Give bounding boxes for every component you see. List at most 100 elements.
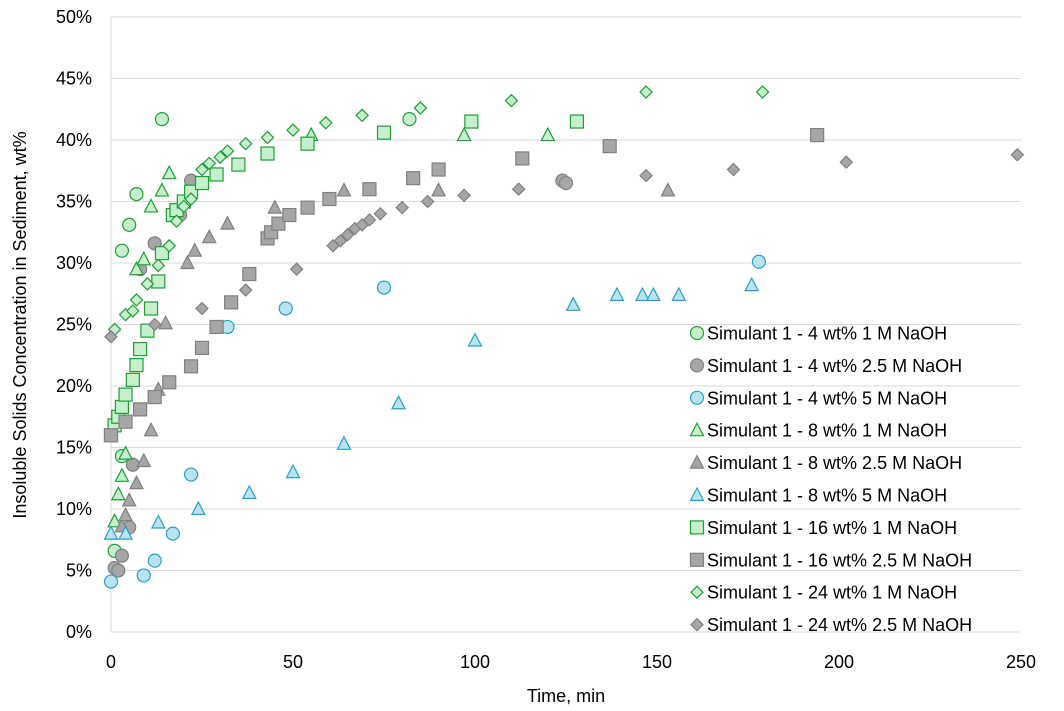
legend-entry: Simulant 1 - 4 wt% 2.5 M NaOH (689, 356, 962, 376)
data-point (140, 277, 155, 291)
data-point (602, 139, 617, 154)
data-point (129, 357, 144, 373)
data-point (129, 187, 144, 202)
y-tick-label: 35% (56, 192, 92, 212)
data-point (176, 199, 191, 214)
data-point (195, 301, 209, 316)
y-tick-label: 40% (56, 130, 92, 150)
data-point (147, 317, 162, 332)
data-point (213, 150, 228, 165)
data-point (231, 157, 246, 172)
data-point (103, 525, 119, 540)
data-point (169, 214, 184, 229)
data-point (183, 467, 199, 482)
data-point (569, 114, 585, 129)
data-point (136, 568, 151, 583)
data-point (128, 474, 144, 490)
data-point (190, 500, 206, 516)
data-point (300, 136, 315, 151)
legend-marker (689, 325, 705, 341)
data-point (121, 492, 137, 507)
data-point (286, 123, 300, 138)
data-point (133, 342, 148, 357)
data-point (322, 191, 337, 207)
data-point (456, 126, 472, 142)
legend-marker (689, 454, 705, 469)
series-8 (103, 127, 825, 443)
data-point (125, 372, 140, 387)
legend-marker (690, 617, 704, 632)
data-point (645, 286, 661, 302)
data-point (420, 194, 435, 209)
data-point (278, 301, 293, 316)
legend-entry: Simulant 1 - 8 wt% 1 M NaOH (689, 421, 947, 441)
data-point (376, 125, 392, 140)
x-axis-title: Time, min (527, 686, 605, 706)
data-point (125, 457, 140, 472)
legend-entry: Simulant 1 - 16 wt% 1 M NaOH (689, 518, 957, 538)
series-7 (103, 114, 585, 443)
x-tick-label: 100 (460, 652, 490, 672)
data-point (467, 332, 483, 347)
data-point (103, 574, 119, 589)
data-point (140, 323, 155, 338)
legend-entry: Simulant 1 - 24 wt% 2.5 M NaOH (690, 615, 972, 635)
data-point (285, 463, 301, 479)
data-point (136, 251, 152, 266)
data-point (151, 274, 166, 289)
legend-label: Simulant 1 - 8 wt% 2.5 M NaOH (707, 453, 962, 473)
data-point (355, 108, 370, 123)
data-point (726, 162, 741, 177)
data-point (241, 484, 257, 500)
data-point (267, 199, 283, 214)
data-point (220, 144, 235, 158)
data-point (224, 295, 239, 310)
data-point (201, 228, 217, 244)
x-tick-label: 50 (283, 652, 303, 672)
data-point (151, 258, 166, 273)
legend-marker (689, 358, 705, 373)
data-point (373, 206, 388, 221)
series-10 (104, 147, 1025, 344)
legend-entry: Simulant 1 - 8 wt% 2.5 M NaOH (689, 453, 962, 473)
data-point (671, 286, 687, 302)
data-point (464, 114, 479, 129)
y-tick-label: 5% (66, 561, 92, 581)
series-5 (114, 182, 676, 533)
data-point (406, 171, 421, 186)
data-point (184, 192, 198, 206)
data-point (609, 286, 625, 302)
legend-entry: Simulant 1 - 4 wt% 5 M NaOH (689, 388, 947, 408)
x-tick-label: 0 (106, 652, 116, 672)
data-point (110, 485, 126, 501)
data-point (118, 506, 134, 522)
legend-label: Simulant 1 - 16 wt% 2.5 M NaOH (707, 550, 972, 570)
x-tick-label: 200 (824, 652, 854, 672)
data-point (219, 215, 235, 230)
data-point (154, 246, 170, 261)
y-tick-label: 20% (56, 376, 92, 396)
data-point (143, 198, 159, 213)
data-point (122, 217, 137, 232)
legend-label: Simulant 1 - 4 wt% 5 M NaOH (707, 388, 947, 408)
data-point (431, 182, 447, 197)
x-tick-labels: 0 50 100 150 200 250 (106, 652, 1036, 672)
data-point (839, 155, 854, 169)
data-point (154, 111, 170, 127)
data-point (209, 319, 224, 335)
data-point (639, 85, 653, 99)
data-point (260, 130, 275, 145)
data-point (238, 136, 253, 151)
y-tick-label: 0% (66, 622, 92, 642)
data-point (336, 182, 352, 197)
x-tick-label: 250 (1006, 652, 1036, 672)
data-point (118, 414, 133, 429)
data-point (118, 387, 133, 402)
legend-marker (689, 390, 705, 405)
data-point (457, 188, 471, 203)
data-point (660, 182, 676, 197)
data-point (136, 452, 152, 468)
legend-marker (689, 421, 705, 437)
data-point (150, 514, 166, 529)
data-point (129, 293, 144, 307)
